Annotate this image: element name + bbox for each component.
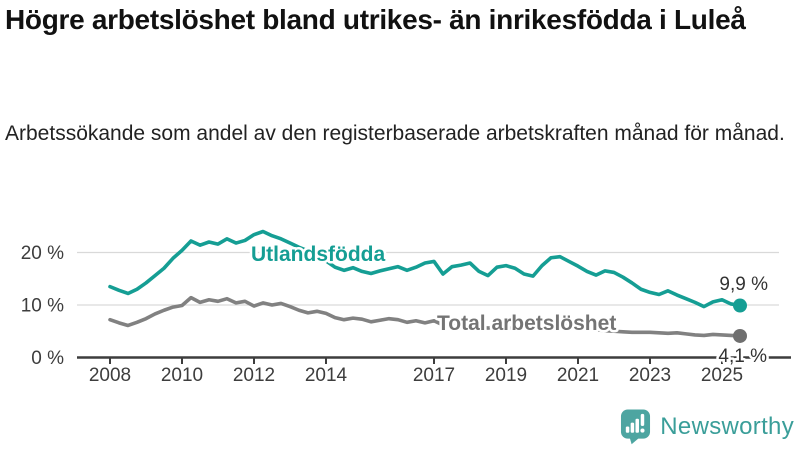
x-tick-label: 2021 <box>557 365 599 386</box>
newsworthy-brand-link[interactable]: Newsworthy <box>620 408 794 445</box>
x-tick-label: 2012 <box>233 365 275 386</box>
logo-bar-2 <box>630 422 635 433</box>
end-value-utlandsfodda: 9,9 % <box>719 274 768 295</box>
logo-exclamation-bar <box>641 413 645 427</box>
series-line-utlandsfodda <box>108 229 742 309</box>
end-dot-utlandsfodda <box>733 298 747 313</box>
x-tick-label: 2010 <box>161 365 203 386</box>
page-title: Högre arbetslöshet bland utrikes- än inr… <box>5 4 746 35</box>
newsworthy-logo-icon <box>621 409 651 445</box>
x-axis-labels: 2008 2010 2012 2014 2017 2019 2021 2023 2025 <box>89 365 743 386</box>
x-tick-label: 2025 <box>701 365 743 386</box>
end-dot-total-arbetsloshet <box>733 328 747 343</box>
x-axis <box>77 356 791 364</box>
x-tick-label: 2014 <box>305 365 348 386</box>
series-label-utlandsfodda: Utlandsfödda <box>251 243 385 266</box>
x-tick-label: 2019 <box>485 365 527 386</box>
y-tick-label: 0 % <box>31 348 64 369</box>
series-label-total-arbetsloshet: Total arbetslöshet <box>437 312 616 335</box>
end-value-total-arbetsloshet: 4,1 % <box>718 346 767 367</box>
x-tick-label: 2008 <box>89 365 131 386</box>
logo-bar-1 <box>626 426 630 433</box>
brand-name: Newsworthy <box>660 412 794 440</box>
x-tick-label: 2023 <box>629 365 671 386</box>
logo-bar-3 <box>635 418 640 433</box>
y-tick-label: 20 % <box>21 243 64 264</box>
series-lines <box>108 229 742 338</box>
y-tick-label: 10 % <box>21 296 64 317</box>
gridlines <box>77 251 779 306</box>
x-tick-label: 2017 <box>413 365 455 386</box>
logo-exclamation-dot <box>640 428 645 433</box>
y-axis-labels: 0 % 10 % 20 % <box>21 243 64 369</box>
series-line-total-arbetsloshet <box>108 295 742 338</box>
series-end-dots <box>733 298 747 343</box>
chart-subtitle: Arbetssökande som andel av den registerb… <box>5 122 785 145</box>
